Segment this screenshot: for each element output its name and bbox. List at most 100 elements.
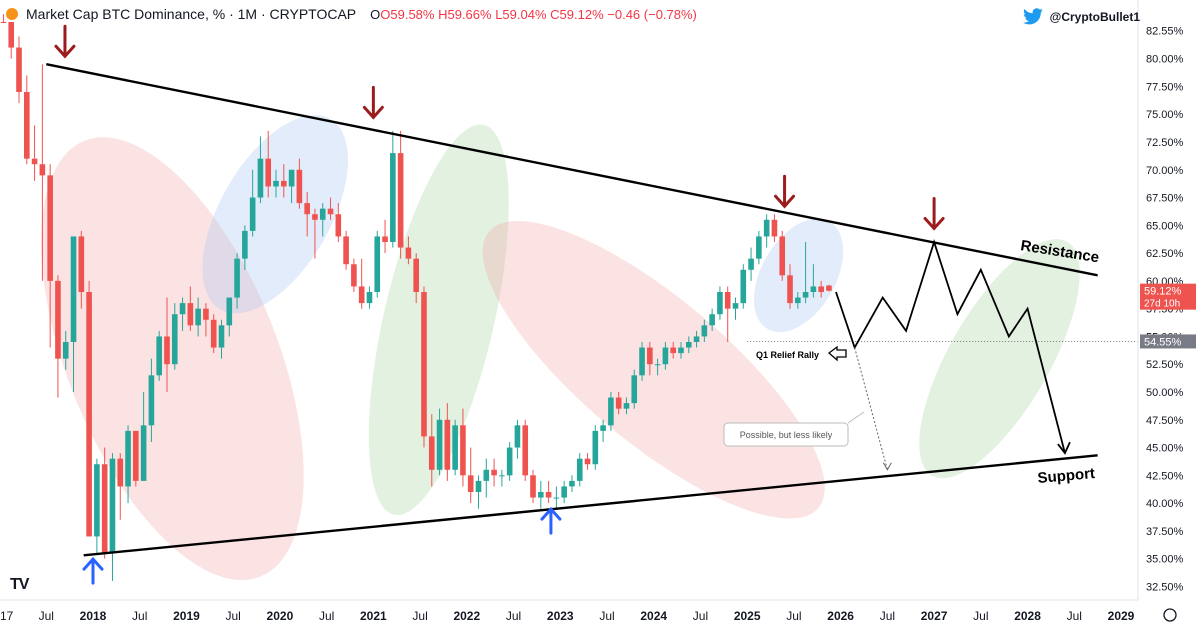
candle <box>148 358 155 442</box>
candle <box>23 75 30 165</box>
candle-body <box>779 236 786 276</box>
candle-body <box>756 236 762 259</box>
candle-body <box>0 22 7 23</box>
candle-body <box>717 292 723 315</box>
candle-body <box>818 286 824 292</box>
candle-body <box>483 469 490 481</box>
candle <box>576 453 583 487</box>
candle <box>460 408 466 487</box>
candle <box>249 169 256 237</box>
candle-body <box>366 292 373 304</box>
candle <box>374 230 381 298</box>
candle-body <box>421 292 427 437</box>
trendlines <box>46 63 1138 557</box>
time-tick-label: 2027 <box>921 609 948 623</box>
price-tick-label: 80.00% <box>1146 54 1184 66</box>
candle-body <box>125 430 131 487</box>
arrow-down-icon <box>923 196 945 231</box>
candle-body <box>701 325 708 337</box>
candle-body <box>203 308 209 320</box>
candle <box>413 253 420 304</box>
candle <box>561 480 567 504</box>
candle <box>343 230 349 270</box>
candle <box>794 292 801 309</box>
candle <box>771 214 778 242</box>
candle-body <box>265 158 272 187</box>
candle <box>195 297 201 337</box>
candle-body <box>670 347 677 354</box>
candle <box>678 342 684 359</box>
price-tick-label: 65.00% <box>1146 220 1184 232</box>
candle <box>397 130 404 259</box>
time-tick-label: Jul <box>412 609 427 623</box>
candle-body <box>631 375 638 404</box>
time-tick-label: 2026 <box>827 609 854 623</box>
candle-body <box>685 342 692 348</box>
time-tick-label: Jul <box>506 609 521 623</box>
candle <box>62 330 69 370</box>
candle-body <box>312 214 318 220</box>
candle <box>164 297 170 392</box>
time-tick-label: Jul <box>973 609 988 623</box>
chart-header: Market Cap BTC Dominance, % · 1M · CRYPT… <box>6 6 697 22</box>
candle-body <box>452 425 458 470</box>
candle-body <box>109 458 116 554</box>
tradingview-logo: TV <box>10 576 29 593</box>
candle <box>304 192 310 237</box>
candle-body <box>405 247 412 259</box>
candle <box>125 425 131 504</box>
candle <box>600 419 606 442</box>
price-tag-label: 59.12% <box>1144 286 1182 298</box>
candle <box>280 164 287 198</box>
candle-body <box>164 336 170 365</box>
author-handle-text: @CryptoBullet1 <box>1049 10 1140 24</box>
candle <box>358 258 365 309</box>
price-tick-label: 77.50% <box>1146 81 1184 93</box>
candle-body <box>140 425 147 481</box>
candle <box>55 275 61 398</box>
time-tick-label: 2028 <box>1014 609 1041 623</box>
candle <box>615 392 622 415</box>
candle <box>327 197 334 220</box>
candle-body <box>740 269 747 304</box>
candle <box>670 342 677 359</box>
candle-body <box>787 275 793 304</box>
candle-body <box>70 236 77 342</box>
candle <box>631 369 638 409</box>
price-tick-label: 50.00% <box>1146 387 1184 399</box>
candle-body <box>499 475 505 477</box>
time-tick-label: 2025 <box>734 609 761 623</box>
ohlc-low: L59.04% <box>495 6 547 22</box>
candle-body <box>693 336 700 342</box>
price-tick-label: 47.50% <box>1146 415 1184 427</box>
settings-gear-icon <box>1163 608 1177 622</box>
candle-body <box>647 347 653 365</box>
ohlc-high: H59.66% <box>438 6 492 22</box>
alt-projection-path <box>854 347 888 470</box>
zone-green-2 <box>368 124 509 516</box>
time-tick-label: 2022 <box>453 609 480 623</box>
time-tick-label: Jul <box>319 609 334 623</box>
time-tick-label: 2018 <box>80 609 107 623</box>
candle <box>436 408 443 476</box>
twitter-bird-icon <box>1022 8 1043 25</box>
candle <box>86 280 92 537</box>
callout-text: Possible, but less likely <box>740 430 833 440</box>
alt-projection-arrowhead <box>882 462 892 471</box>
price-tick-label: 72.50% <box>1146 137 1184 149</box>
support-label: Support <box>1037 465 1096 487</box>
candle <box>553 486 560 509</box>
candle <box>171 303 178 370</box>
ohlc-readout: OO59.58% H59.66% L59.04% C59.12% −0.46 (… <box>370 6 697 22</box>
price-axis-bg <box>1138 0 1200 628</box>
price-tick-label: 35.00% <box>1146 554 1184 566</box>
candle-body <box>584 458 591 465</box>
candle-body <box>390 153 396 242</box>
candle-body <box>55 280 61 359</box>
price-tag <box>1140 283 1196 310</box>
candle <box>654 358 661 376</box>
time-tick-label: Jul <box>880 609 895 623</box>
candle <box>133 430 139 487</box>
chart-title: Market Cap BTC Dominance, % · 1M · CRYPT… <box>26 6 357 22</box>
